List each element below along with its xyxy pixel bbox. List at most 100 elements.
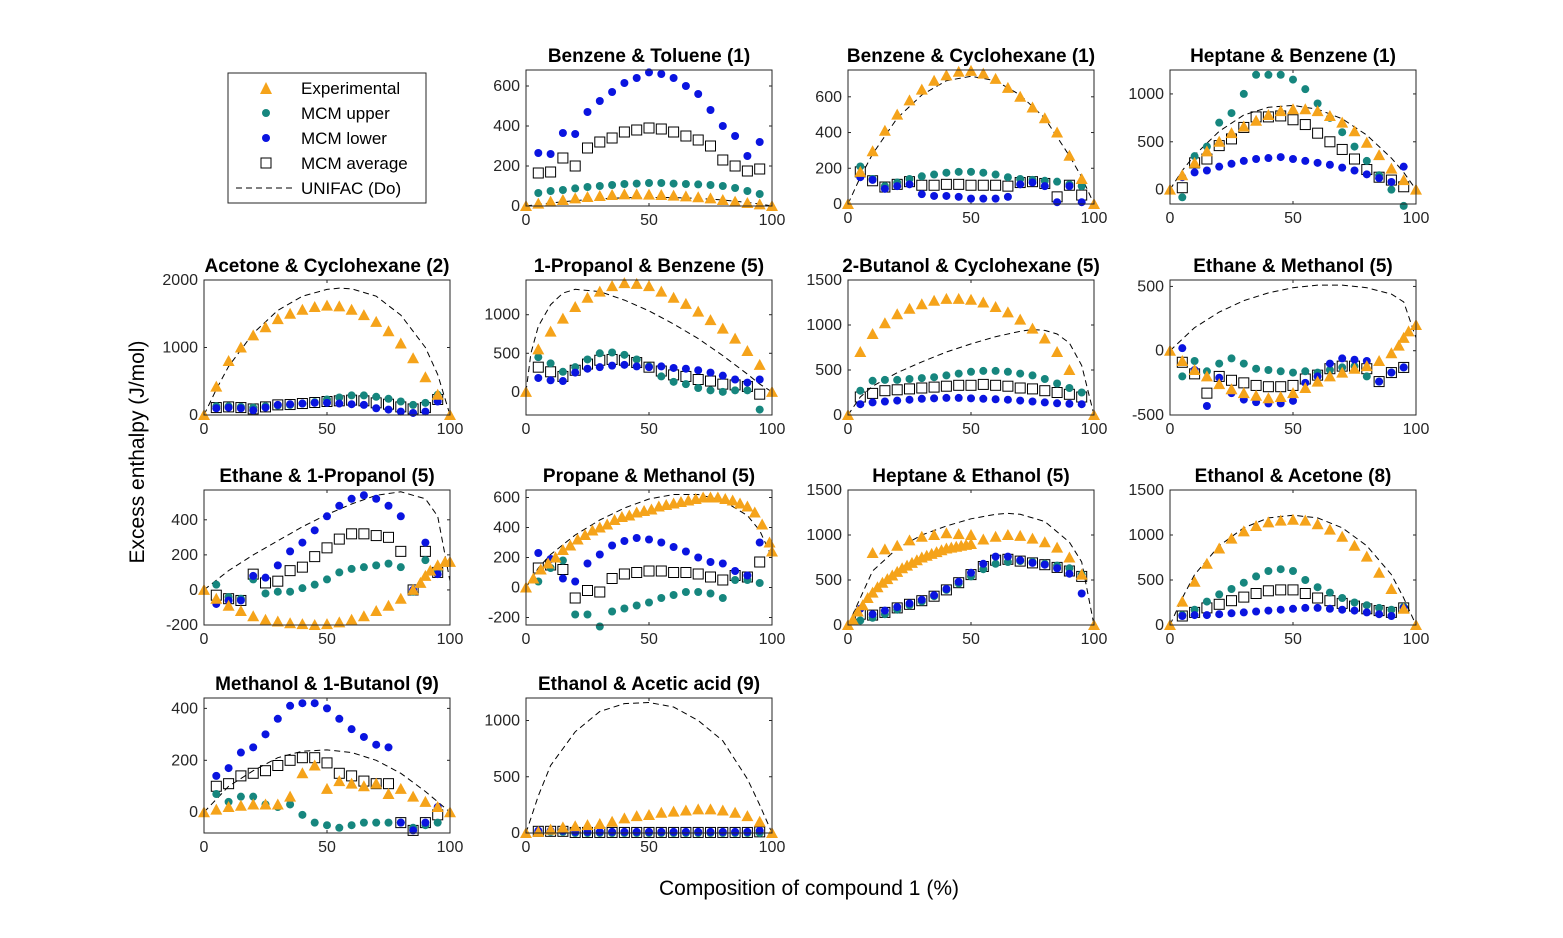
- experimental-point: [210, 803, 223, 815]
- mcm-average-point: [419, 545, 431, 557]
- mcm-upper-point: [1289, 75, 1297, 84]
- experimental-point: [952, 65, 965, 77]
- experimental-point: [1237, 387, 1250, 399]
- experimental-point: [1176, 355, 1189, 366]
- experimental-point: [965, 538, 977, 549]
- experimental-point: [1274, 105, 1287, 117]
- experimental-point: [928, 74, 941, 86]
- experimental-point: [234, 604, 247, 616]
- mcm-lower-point: [372, 404, 381, 413]
- mcm-lower-point: [1387, 612, 1396, 620]
- experimental-point: [1063, 364, 1076, 375]
- y-tick-label: 2000: [162, 272, 198, 289]
- mcm-upper-point: [1301, 85, 1310, 94]
- series-group: [520, 701, 778, 838]
- experimental-point: [753, 815, 766, 827]
- mcm-upper-point: [991, 366, 1000, 375]
- mcm-upper-point: [1065, 384, 1074, 392]
- experimental-point: [1373, 355, 1386, 366]
- experimental-point: [345, 613, 358, 625]
- mcm-lower-point: [706, 106, 715, 114]
- experimental-point: [1225, 383, 1238, 395]
- mcm-lower-point: [335, 501, 344, 510]
- mcm-average-point: [284, 565, 296, 577]
- experimental-point: [891, 108, 904, 120]
- mcm-average-point: [1014, 382, 1026, 394]
- subplot-frame: [847, 279, 1095, 416]
- legend-entry-mcm-lower: MCM lower: [262, 129, 387, 148]
- mcm-average-point: [333, 533, 345, 545]
- mcm-upper-point: [372, 392, 381, 401]
- subplot-frame: [203, 697, 451, 834]
- subplot: Propane & Methanol (5)0 50 100-20002004006…: [488, 466, 785, 648]
- subplot-title: Ethane & 1-Propanol (5): [219, 466, 434, 487]
- mcm-lower-point: [273, 561, 282, 570]
- series-group: [842, 292, 1100, 420]
- experimental-point: [569, 820, 582, 832]
- mcm-upper-point: [942, 168, 951, 177]
- mcm-upper-point: [954, 369, 963, 378]
- experimental-point: [1200, 557, 1213, 569]
- mcm-lower-point: [571, 130, 580, 138]
- mcm-lower-point: [1053, 198, 1062, 207]
- mcm-average-point: [977, 378, 989, 390]
- mcm-lower-point: [347, 494, 356, 503]
- experimental-point: [903, 534, 916, 546]
- mcm-upper-point: [571, 610, 580, 619]
- mcm-average-point: [545, 366, 557, 378]
- mcm-lower-point: [1077, 400, 1086, 409]
- mcm-lower-point: [954, 192, 963, 201]
- mcm-average-point: [1349, 153, 1360, 165]
- y-tick-label: 0: [511, 580, 520, 597]
- mcm-average-point: [965, 379, 977, 391]
- mcm-lower-point: [1040, 398, 1049, 407]
- experimental-point: [407, 790, 420, 802]
- experimental-point: [581, 291, 594, 303]
- subplot-title: Methanol & 1-Butanol (9): [215, 674, 439, 695]
- mcm-upper-point: [893, 375, 902, 384]
- mcm-average-point: [358, 528, 370, 540]
- mcm-lower-point: [979, 559, 988, 568]
- mcm-upper-point: [372, 818, 381, 827]
- y-tick-label: 500: [1137, 278, 1164, 295]
- mcm-upper-point: [681, 180, 690, 188]
- mcm-lower-point: [224, 764, 233, 773]
- experimental-point: [1188, 364, 1201, 375]
- mcm-upper-point: [706, 386, 715, 395]
- experimental-point: [630, 277, 643, 289]
- experimental-point: [271, 313, 284, 325]
- mcm-upper-point: [409, 400, 418, 409]
- experimental-point: [606, 189, 619, 200]
- y-tick-label: 1000: [1128, 527, 1164, 544]
- mcm-average-point: [1063, 179, 1075, 191]
- experimental-point: [1299, 103, 1312, 115]
- mcm-upper-point: [595, 182, 604, 190]
- mcm-lower-point: [657, 827, 666, 836]
- experimental-point: [1373, 566, 1386, 578]
- mcm-average-point: [260, 401, 271, 413]
- y-tick-label: 200: [171, 752, 198, 769]
- mcm-lower-point: [731, 375, 740, 384]
- experimental-point: [556, 821, 569, 833]
- y-tick-label: 400: [171, 512, 198, 529]
- y-tick-label: 500: [493, 345, 520, 362]
- subplot-grid: Benzene & Toluene (1)0 50 1000200400600Ben…: [162, 46, 1429, 856]
- y-tick-label: 600: [815, 89, 842, 106]
- experimental-point: [729, 806, 742, 818]
- mcm-lower-point: [681, 827, 690, 836]
- mcm-upper-point: [1338, 594, 1347, 602]
- experimental-point: [1323, 370, 1336, 382]
- mcm-average-point: [1373, 376, 1385, 388]
- mcm-upper-point: [979, 168, 988, 177]
- experimental-point: [1323, 109, 1336, 121]
- mcm-upper-point: [298, 810, 307, 819]
- experimental-point: [1262, 392, 1275, 404]
- mcm-lower-point: [743, 378, 752, 387]
- experimental-point: [1348, 125, 1361, 137]
- x-tick-label: 0: [522, 421, 531, 438]
- mcm-upper-point: [396, 397, 405, 406]
- x-tick-label: 100: [1081, 421, 1108, 438]
- experimental-point: [593, 818, 606, 829]
- mcm-upper-point: [583, 183, 592, 191]
- series-group: [1164, 70, 1422, 210]
